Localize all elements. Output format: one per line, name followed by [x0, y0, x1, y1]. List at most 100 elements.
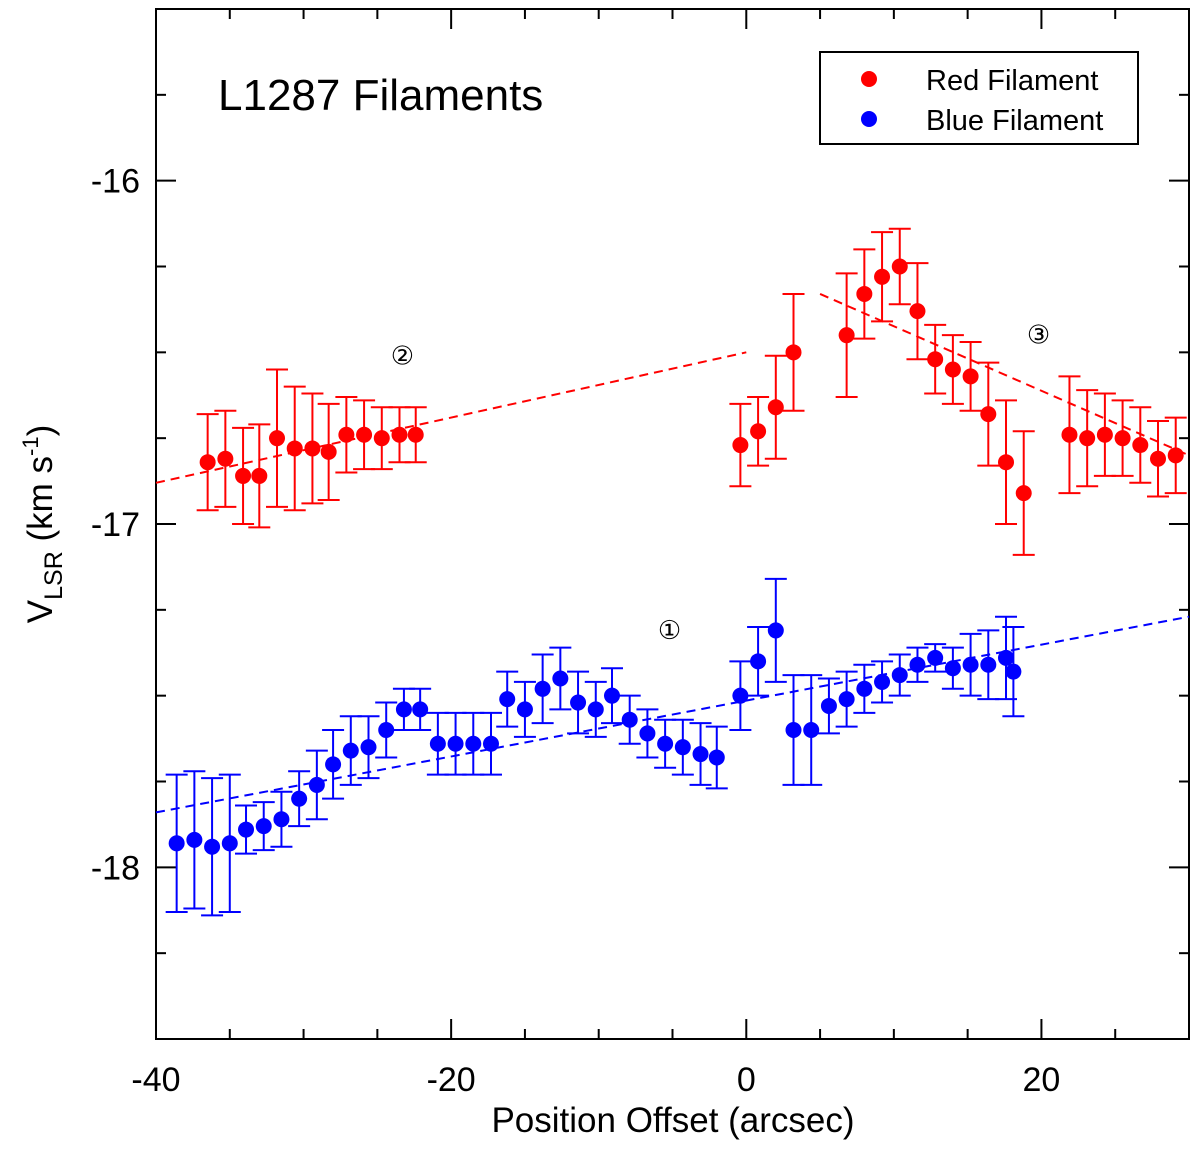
y-axis-label-sub: LSR [40, 551, 68, 600]
annotation-label: ② [391, 341, 414, 371]
red-filament-point [196, 413, 219, 512]
blue-filament-point [357, 715, 380, 780]
data-marker [674, 739, 691, 756]
data-marker [856, 680, 873, 697]
annotation-marker: ① [658, 616, 681, 646]
blue-filament-point [584, 680, 607, 738]
data-marker [534, 680, 551, 697]
data-marker [251, 467, 268, 484]
blue-filament-point [513, 680, 536, 738]
data-marker [1005, 663, 1022, 680]
blue-filament-point [705, 725, 728, 790]
red-filament-point [1129, 406, 1152, 484]
red-filament-point [977, 361, 1000, 467]
blue-filament-point [252, 801, 275, 852]
x-tick-label: 0 [737, 1061, 756, 1099]
blue-filament-point [392, 687, 415, 731]
data-marker [927, 649, 944, 666]
data-marker [356, 426, 373, 443]
x-tick-label: -20 [427, 1061, 476, 1099]
data-marker [552, 670, 569, 687]
legend-marker-red [861, 71, 877, 87]
axis-tick-labels: -40 -20 0 20 -18 -17 -16 [91, 163, 1060, 1099]
y-tick-label: -18 [91, 849, 140, 887]
blue-filament-point [959, 632, 982, 697]
data-marker [1015, 485, 1032, 502]
data-marker [499, 691, 516, 708]
blue-filament-point [165, 773, 188, 913]
legend-label-blue: Blue Filament [926, 105, 1103, 137]
data-marker [750, 423, 767, 440]
y-tick-label: -17 [91, 506, 140, 544]
legend: Red Filament Blue Filament [819, 51, 1139, 145]
data-marker [429, 735, 446, 752]
data-marker [785, 722, 802, 738]
blue-filament-point [888, 653, 911, 697]
data-marker [447, 735, 464, 752]
blue-filament-point [618, 694, 641, 745]
blue-filament-point [729, 660, 752, 731]
blue-filament-point [817, 677, 840, 735]
blue-filament-point [462, 711, 485, 776]
data-marker [856, 285, 873, 302]
red-filament-point [1058, 375, 1081, 495]
blue-filament-point [322, 729, 345, 800]
data-marker [927, 351, 944, 368]
data-marker [980, 406, 997, 423]
red-filament-point [1012, 430, 1035, 556]
red-filament-point [266, 368, 289, 508]
blue-filament-point [479, 711, 502, 776]
data-marker [785, 344, 802, 361]
blue-filament-point [782, 674, 805, 786]
data-marker [373, 430, 390, 447]
blue-filament-point [270, 790, 293, 848]
data-marker [767, 399, 784, 416]
data-marker [767, 622, 784, 639]
data-marker [378, 722, 395, 738]
legend-marker-blue [861, 111, 877, 127]
x-axis-label: Position Offset (arcsec) [491, 1101, 854, 1140]
data-marker [708, 749, 725, 766]
annotation-marker: ③ [1027, 321, 1050, 351]
data-marker [692, 746, 709, 763]
red-filament-point [1093, 392, 1116, 477]
red-filament-point [335, 395, 358, 474]
data-marker [944, 361, 961, 378]
data-marker [657, 735, 674, 752]
red-filament-point [995, 399, 1018, 525]
data-marker [803, 722, 820, 738]
blue-filament-point [218, 773, 241, 913]
data-marker [395, 701, 412, 718]
data-marker [342, 742, 359, 759]
blue-filament-point [426, 711, 449, 776]
data-marker [391, 426, 408, 443]
red-filament-point [853, 248, 876, 340]
data-marker [874, 268, 891, 285]
data-marker [168, 835, 185, 852]
red-filament-point [353, 399, 376, 471]
data-points [165, 227, 1187, 917]
annotation-label: ③ [1027, 321, 1050, 351]
red-filament-point [835, 272, 858, 398]
data-marker [998, 454, 1015, 471]
blue-filament-point [800, 674, 823, 786]
red-filament-point [317, 402, 340, 501]
blue-filament-point [977, 629, 1000, 701]
red-filament-point [283, 385, 306, 512]
blue-filament-point [636, 708, 659, 759]
red-filament-point [941, 334, 964, 405]
data-marker [980, 656, 997, 673]
data-marker [482, 735, 499, 752]
red-filament-point [248, 423, 271, 529]
red-filament-point [301, 392, 324, 505]
red-filament-point [871, 231, 894, 323]
red-filament-point [1076, 389, 1099, 488]
y-axis-label-main: V [21, 599, 60, 623]
data-marker [944, 660, 961, 677]
y-axis-label-units: (km s [21, 456, 60, 551]
x-tick-label: 20 [1023, 1061, 1061, 1099]
y-tick-label: -16 [91, 163, 140, 201]
data-marker [273, 811, 290, 828]
annotations: ① ② ③ [391, 321, 1050, 646]
